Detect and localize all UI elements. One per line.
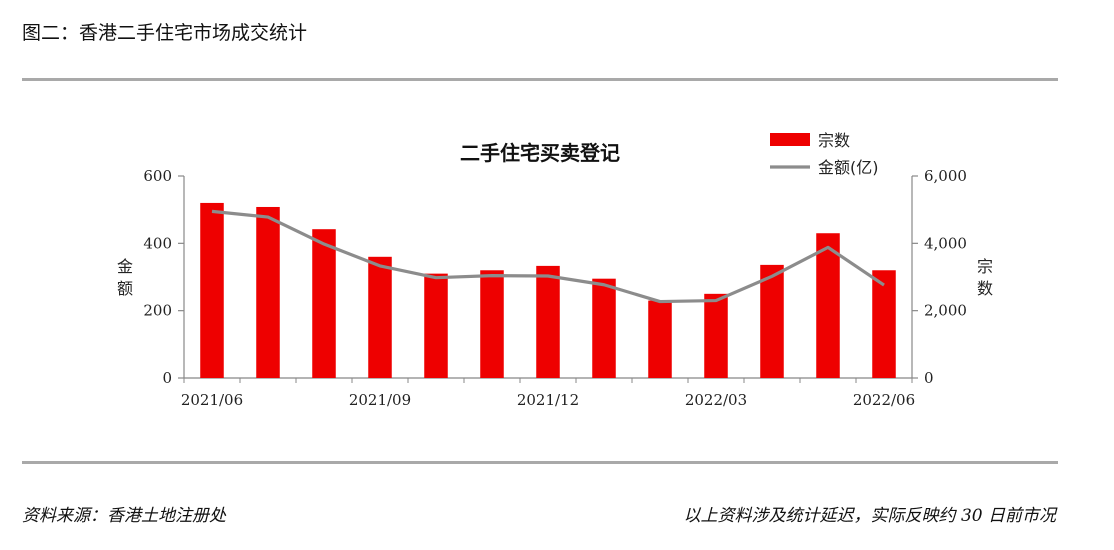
right-axis-label: 数 [977,279,993,298]
right-axis-label: 宗 [977,257,993,276]
right-tick-label: 6,000 [924,167,967,185]
bar [536,265,560,378]
delay-note: 以上资料涉及统计延迟，实际反映约 30 日前市况 [683,506,1056,526]
top-divider [22,78,1058,81]
source-note: 资料来源：香港土地注册处 [22,506,226,526]
x-tick-label: 2021/09 [349,391,411,409]
bottom-divider [22,461,1058,464]
figure-title: 图二：香港二手住宅市场成交统计 [22,22,308,44]
x-tick-label: 2021/06 [181,391,243,409]
bar [200,202,224,378]
bar [312,229,336,378]
bar [592,278,616,378]
x-tick-label: 2021/12 [517,391,579,409]
x-tick-label: 2022/03 [685,391,747,409]
bar [816,233,840,378]
left-tick-label: 600 [143,167,172,185]
bar [480,270,504,378]
right-tick-label: 4,000 [924,234,967,252]
right-tick-label: 0 [924,369,934,387]
bar [424,273,448,378]
left-axis-label: 金 [117,257,133,276]
right-tick-label: 2,000 [924,302,967,320]
chart-title: 二手住宅买卖登记 [460,141,620,165]
left-tick-label: 200 [143,302,172,320]
x-tick-label: 2022/06 [853,391,915,409]
bar [704,293,728,378]
left-axis-label: 额 [117,279,133,298]
left-tick-label: 400 [143,234,172,252]
legend-line-label: 金额(亿) [818,158,879,177]
bar [872,270,896,378]
left-tick-label: 0 [162,369,172,387]
bar [256,206,280,378]
bar [648,300,672,378]
bar [368,256,392,378]
bar [760,264,784,378]
legend-bar-swatch [770,133,810,146]
legend-bar-label: 宗数 [818,131,850,150]
